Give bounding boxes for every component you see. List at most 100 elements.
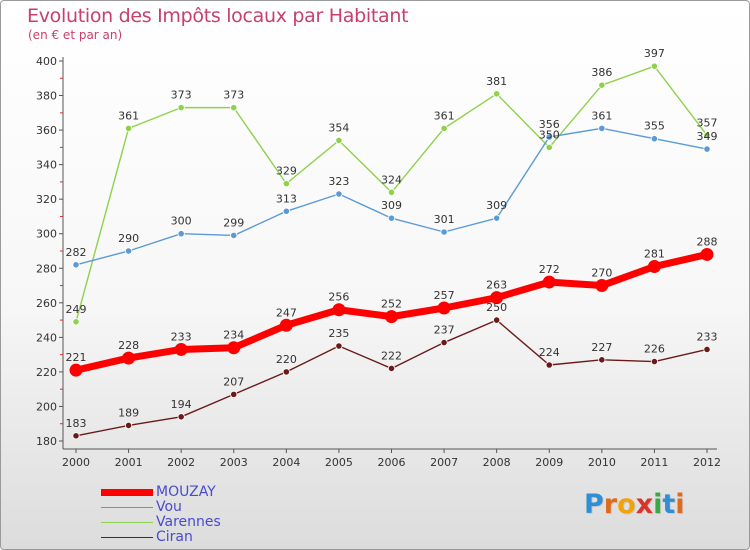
data-label: 189 <box>118 406 139 419</box>
legend-item-ciran: Ciran <box>101 530 221 545</box>
data-point <box>598 356 606 364</box>
data-point <box>703 345 711 354</box>
data-point <box>647 260 661 274</box>
legend-swatch <box>101 536 153 539</box>
data-point <box>124 247 133 255</box>
data-point <box>282 180 290 188</box>
data-point <box>387 188 396 196</box>
chart-subtitle: (en € et par an) <box>28 28 123 42</box>
data-point <box>440 124 448 132</box>
logo-letter: r <box>603 489 618 520</box>
data-point <box>387 364 396 373</box>
data-point <box>72 318 80 326</box>
data-label: 270 <box>591 267 612 280</box>
data-label: 220 <box>276 353 297 366</box>
data-point <box>230 104 238 112</box>
data-point <box>493 316 501 324</box>
data-point <box>69 363 83 377</box>
data-point <box>595 279 609 293</box>
data-point <box>282 368 290 376</box>
data-label: 309 <box>381 199 402 212</box>
x-tick-label: 2006 <box>378 456 406 469</box>
data-label: 282 <box>66 246 87 259</box>
data-label: 381 <box>486 75 507 88</box>
data-label: 233 <box>697 330 718 343</box>
x-tick-label: 2011 <box>640 456 668 469</box>
data-point <box>335 136 343 145</box>
data-point <box>72 432 80 440</box>
data-point <box>490 291 504 305</box>
data-label: 301 <box>434 213 455 226</box>
legend-label: Vou <box>156 499 182 515</box>
data-label: 288 <box>697 235 718 248</box>
data-point <box>177 413 185 421</box>
x-tick-label: 2004 <box>272 456 300 469</box>
data-point <box>650 357 659 366</box>
data-point <box>122 351 136 365</box>
data-label: 250 <box>486 301 507 314</box>
legend-swatch <box>101 489 153 496</box>
x-tick-label: 2003 <box>220 456 248 469</box>
y-tick-label: 280 <box>36 262 57 275</box>
data-point <box>493 214 501 222</box>
legend-label: MOUZAY <box>156 484 216 500</box>
data-label: 361 <box>118 109 139 122</box>
series-line-vou <box>75 127 708 266</box>
x-tick-label: 2001 <box>115 456 143 469</box>
data-label: 257 <box>434 289 455 302</box>
x-tick-label: 2002 <box>167 456 195 469</box>
data-point <box>545 133 553 141</box>
data-label: 247 <box>276 306 297 319</box>
x-tick-label: 2012 <box>693 456 721 469</box>
y-tick-label: 200 <box>36 400 57 413</box>
data-label: 350 <box>539 128 560 141</box>
data-point <box>598 81 606 89</box>
data-point <box>385 310 398 324</box>
legend-label: Ciran <box>156 529 193 545</box>
data-label: 361 <box>591 109 612 122</box>
data-label: 313 <box>276 192 297 205</box>
data-label: 249 <box>66 303 87 316</box>
data-label: 290 <box>118 232 139 245</box>
data-label: 329 <box>276 165 297 178</box>
data-point <box>332 303 346 317</box>
logo-letter: t <box>662 489 676 520</box>
x-tick-label: 2005 <box>325 456 353 469</box>
y-tick-label: 380 <box>36 90 57 103</box>
data-label: 356 <box>539 118 560 131</box>
data-label: 227 <box>591 341 612 354</box>
data-label: 224 <box>539 346 560 359</box>
data-point <box>230 231 238 240</box>
data-point <box>174 342 188 356</box>
y-tick-label: 340 <box>36 159 57 172</box>
data-point <box>282 207 290 215</box>
y-tick-label: 300 <box>36 228 57 241</box>
logo-letter: x <box>635 489 654 520</box>
x-tick-label: 2009 <box>535 456 563 469</box>
data-label: 357 <box>697 116 718 129</box>
data-label: 235 <box>328 327 349 340</box>
data-label: 228 <box>118 339 139 352</box>
data-point <box>545 143 553 151</box>
data-point <box>700 247 714 261</box>
data-label: 194 <box>171 398 192 411</box>
logo-letter: P <box>584 489 604 520</box>
data-label: 309 <box>486 199 507 212</box>
data-label: 226 <box>644 343 665 356</box>
data-label: 386 <box>591 66 612 79</box>
data-label: 256 <box>328 291 349 304</box>
y-tick-label: 400 <box>36 55 57 68</box>
data-point <box>279 318 293 332</box>
data-label: 397 <box>644 47 665 60</box>
legend-label: Varennes <box>156 514 221 530</box>
legend-swatch <box>101 506 153 509</box>
data-point <box>177 104 185 112</box>
logo-letter: i <box>653 489 663 520</box>
data-label: 349 <box>697 130 718 143</box>
y-tick-label: 240 <box>36 331 57 344</box>
data-label: 222 <box>381 349 402 362</box>
y-tick-label: 260 <box>36 297 57 310</box>
legend-swatch <box>101 521 153 524</box>
proxiti-logo: Proxiti <box>584 489 685 520</box>
